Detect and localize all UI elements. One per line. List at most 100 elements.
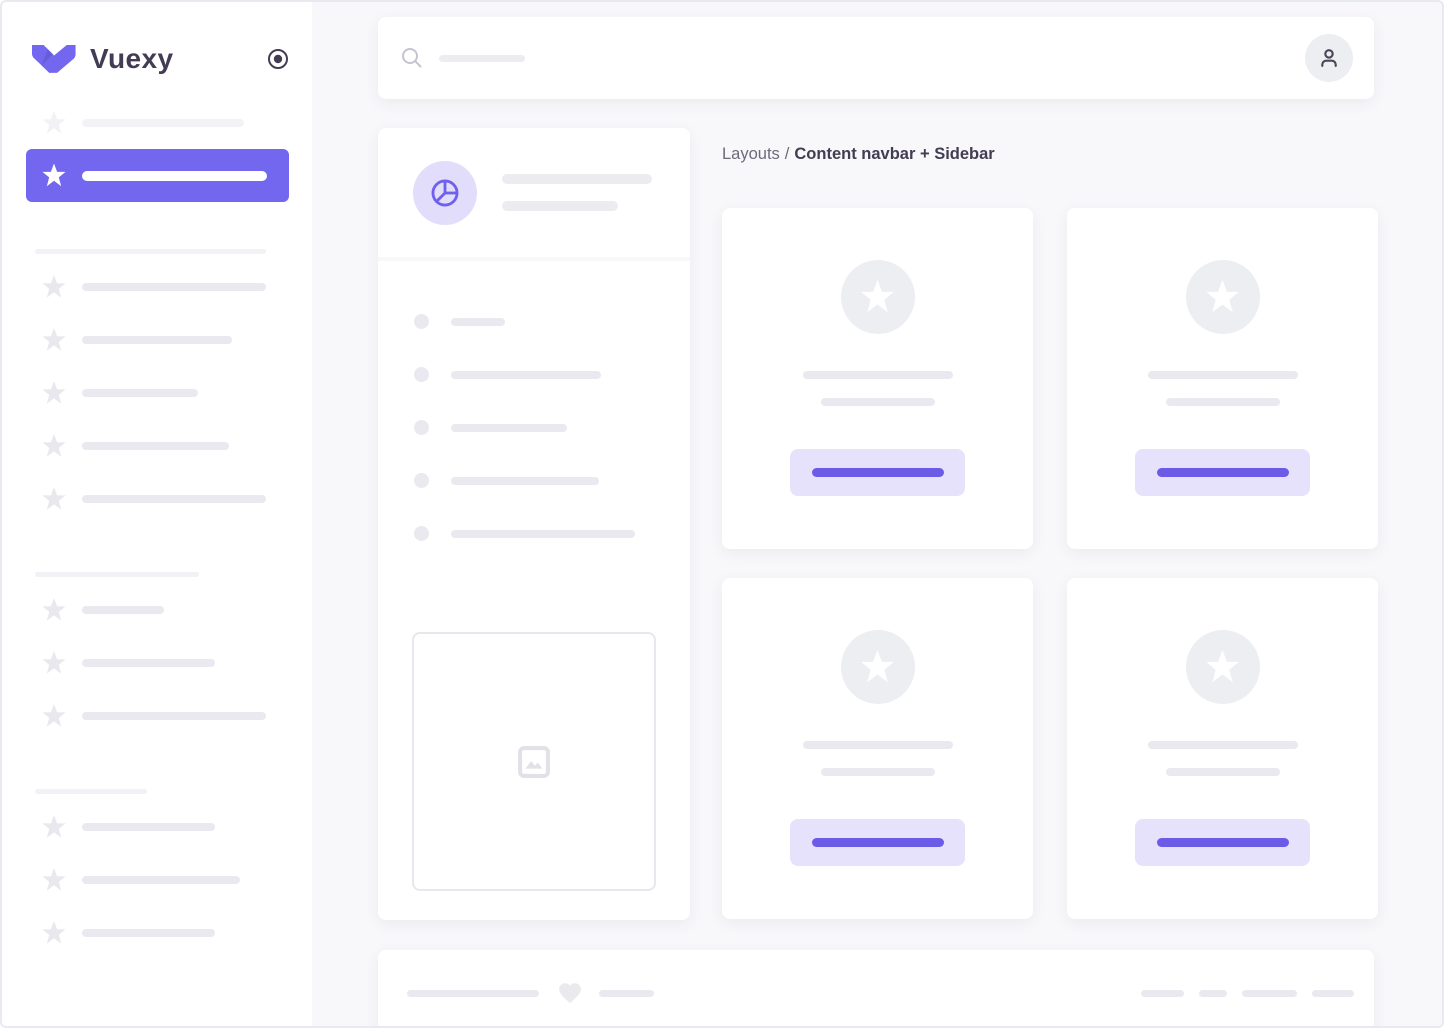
star-icon xyxy=(42,434,66,457)
sidebar: Vuexy xyxy=(2,2,312,1026)
button-label-bar xyxy=(1156,468,1289,477)
feature-card xyxy=(1067,208,1378,549)
breadcrumb-parent-link[interactable]: Layouts xyxy=(722,145,780,163)
skeleton-bar xyxy=(1147,371,1298,379)
skeleton-bar xyxy=(82,876,240,884)
sidebar-item[interactable] xyxy=(2,814,312,840)
skeleton-bar xyxy=(820,398,935,406)
card-action-button[interactable] xyxy=(1135,449,1310,496)
star-icon xyxy=(42,921,66,944)
sidebar-item[interactable] xyxy=(2,703,312,729)
sidebar-item[interactable] xyxy=(2,650,312,676)
section-divider xyxy=(35,249,266,254)
search-icon xyxy=(402,48,422,68)
star-icon xyxy=(861,280,894,313)
star-icon xyxy=(42,868,66,891)
skeleton-bar xyxy=(82,283,266,291)
pie-chart-icon xyxy=(431,179,459,206)
skeleton-bar xyxy=(502,174,652,184)
detail-panel xyxy=(378,128,690,920)
skeleton-bar xyxy=(82,119,244,127)
panel-header-bars xyxy=(502,174,652,211)
skeleton-bar xyxy=(1165,768,1280,776)
star-icon xyxy=(42,651,66,674)
user-avatar-button[interactable] xyxy=(1305,34,1353,82)
star-icon xyxy=(1206,650,1239,683)
star-icon xyxy=(42,275,66,298)
star-icon xyxy=(42,598,66,621)
brand-name: Vuexy xyxy=(90,43,174,74)
card-action-button[interactable] xyxy=(790,449,965,496)
card-action-button[interactable] xyxy=(1135,819,1310,866)
bullet-dot xyxy=(414,420,429,435)
list-item xyxy=(414,473,690,488)
skeleton-bar xyxy=(451,423,567,432)
feature-card xyxy=(722,578,1033,919)
star-badge xyxy=(840,260,915,334)
skeleton-bar xyxy=(82,389,198,397)
radio-circle-icon xyxy=(268,49,288,69)
skeleton-bar xyxy=(82,929,215,937)
menu-pin-toggle[interactable] xyxy=(266,47,290,71)
bullet-dot xyxy=(414,314,429,329)
sidebar-item[interactable] xyxy=(2,433,312,459)
star-badge xyxy=(840,630,915,704)
panel-avatar-badge xyxy=(413,160,477,225)
skeleton-bar xyxy=(82,712,266,720)
sidebar-item-active[interactable] xyxy=(26,149,289,202)
skeleton-bar xyxy=(1141,989,1184,997)
section-divider xyxy=(35,789,147,794)
star-icon xyxy=(42,815,66,838)
sidebar-item[interactable] xyxy=(2,867,312,893)
feature-card xyxy=(722,208,1033,549)
skeleton-bar xyxy=(1165,398,1280,406)
skeleton-bar xyxy=(407,989,539,997)
button-label-bar xyxy=(811,838,944,847)
search-placeholder-bar xyxy=(439,54,525,62)
brand: Vuexy xyxy=(32,42,290,76)
image-icon xyxy=(518,745,550,778)
panel-header xyxy=(378,128,690,261)
sidebar-nav xyxy=(2,110,312,973)
image-placeholder xyxy=(412,632,656,891)
section-divider xyxy=(35,572,199,577)
skeleton-bar xyxy=(1147,741,1298,749)
skeleton-bar xyxy=(451,529,635,538)
star-icon xyxy=(861,650,894,683)
sidebar-item[interactable] xyxy=(2,920,312,946)
skeleton-bar xyxy=(502,201,618,211)
main-content: Layouts / Content navbar + Sidebar xyxy=(312,2,1442,1026)
heart-icon xyxy=(557,980,583,1006)
skeleton-bar xyxy=(1199,989,1227,997)
search-input[interactable] xyxy=(400,46,1305,70)
skeleton-bar xyxy=(82,442,229,450)
card-action-button[interactable] xyxy=(790,819,965,866)
star-badge xyxy=(1185,260,1260,334)
sidebar-item[interactable] xyxy=(2,380,312,406)
button-label-bar xyxy=(1156,838,1289,847)
bullet-dot xyxy=(414,526,429,541)
sidebar-item[interactable] xyxy=(2,274,312,300)
star-icon xyxy=(42,381,66,404)
star-icon xyxy=(42,487,66,510)
sidebar-item[interactable] xyxy=(2,597,312,623)
skeleton-bar xyxy=(1312,989,1354,997)
skeleton-bar xyxy=(82,606,164,614)
sidebar-item[interactable] xyxy=(2,486,312,512)
skeleton-bar xyxy=(82,495,266,503)
skeleton-bar xyxy=(1242,989,1297,997)
skeleton-bar xyxy=(82,659,215,667)
sidebar-item[interactable] xyxy=(2,327,312,353)
star-icon xyxy=(1206,280,1239,313)
sidebar-item[interactable] xyxy=(2,110,312,136)
skeleton-bar xyxy=(820,768,935,776)
breadcrumb-current: Content navbar + Sidebar xyxy=(794,145,995,163)
footer-right-bars xyxy=(1141,989,1354,997)
footer-row xyxy=(378,950,1374,1006)
breadcrumb: Layouts / Content navbar + Sidebar xyxy=(722,145,995,164)
skeleton-bar xyxy=(451,317,505,326)
skeleton-bar xyxy=(802,741,953,749)
skeleton-bar xyxy=(451,370,601,379)
feature-card xyxy=(1067,578,1378,919)
